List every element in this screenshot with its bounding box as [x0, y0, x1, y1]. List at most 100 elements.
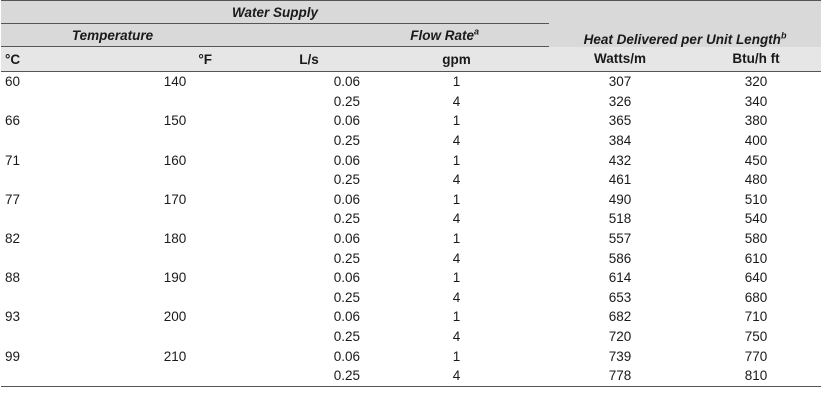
celsius-cell — [1, 365, 96, 387]
unit-btu-per-hour-foot: Btu/h ft — [691, 46, 822, 72]
temperature-header: Temperature — [1, 23, 224, 47]
fahrenheit-cell — [96, 92, 224, 112]
fahrenheit-cell: 170 — [163, 191, 187, 207]
watts-per-meter-cell: 461 — [608, 172, 632, 188]
celsius-cell — [1, 327, 96, 347]
unit-watts-per-meter: Watts/m — [549, 46, 692, 72]
btu-per-hour-foot-cell: 640 — [744, 270, 768, 286]
flow-gpm-cell: 4 — [452, 329, 461, 345]
flow-ls-cell: 0.06 — [333, 348, 360, 364]
table-row: 0.25 4 778 810 — [1, 365, 822, 387]
table-row: 0.25 4 586 610 — [1, 248, 821, 268]
fahrenheit-cell: 210 — [163, 348, 187, 364]
fahrenheit-cell: 200 — [163, 309, 187, 325]
header-row-sub: Temperature Flow Ratea — [1, 23, 821, 47]
table-row: 0.25 4 518 540 — [1, 209, 821, 229]
watts-per-meter-cell: 490 — [608, 191, 632, 207]
celsius-cell: 60 — [5, 74, 21, 90]
flow-gpm-cell: 1 — [452, 152, 461, 168]
btu-per-hour-foot-cell: 320 — [744, 74, 768, 90]
fahrenheit-cell: 180 — [163, 231, 187, 247]
celsius-cell — [1, 92, 96, 112]
watts-per-meter-cell: 432 — [608, 152, 632, 168]
unit-liters-per-second: L/s — [224, 46, 364, 72]
fahrenheit-cell — [96, 170, 224, 190]
table-row: 60 140 0.06 1 307 320 — [1, 72, 821, 92]
celsius-cell — [1, 131, 96, 151]
flow-ls-cell: 0.06 — [333, 231, 360, 247]
header-row-top: Water Supply Heat Delivered per Unit Len… — [1, 0, 822, 47]
flow-ls-cell: 0.06 — [333, 152, 360, 168]
fahrenheit-cell: 190 — [163, 270, 187, 286]
flow-gpm-cell: 4 — [452, 289, 461, 305]
unit-fahrenheit: °F — [96, 46, 224, 72]
btu-per-hour-foot-cell: 540 — [744, 211, 768, 227]
watts-per-meter-cell: 614 — [608, 270, 632, 286]
flow-gpm-cell: 1 — [452, 309, 461, 325]
table-row: 0.25 4 326 340 — [1, 92, 821, 112]
watts-per-meter-cell: 653 — [608, 289, 632, 305]
table-row: 88 190 0.06 1 614 640 — [1, 268, 821, 288]
flow-ls-cell: 0.25 — [333, 133, 360, 149]
btu-per-hour-foot-cell: 480 — [744, 172, 768, 188]
watts-per-meter-cell: 739 — [608, 348, 632, 364]
heat-output-table: Water Supply Heat Delivered per Unit Len… — [1, 0, 822, 387]
fahrenheit-cell — [96, 365, 224, 387]
watts-per-meter-cell: 326 — [608, 93, 632, 109]
watts-per-meter-cell: 720 — [608, 329, 632, 345]
heat-delivered-label: Heat Delivered per Unit Length — [583, 31, 781, 47]
btu-per-hour-foot-cell: 580 — [744, 231, 768, 247]
table-row: 66 150 0.06 1 365 380 — [1, 111, 821, 131]
unit-celsius: °C — [1, 46, 96, 72]
fahrenheit-cell — [96, 209, 224, 229]
table-row: 0.25 4 653 680 — [1, 288, 821, 308]
table-row: 77 170 0.06 1 490 510 — [1, 190, 821, 210]
celsius-cell — [1, 288, 96, 308]
flow-gpm-cell: 1 — [452, 348, 461, 364]
watts-per-meter-cell: 307 — [608, 74, 632, 90]
heat-delivered-header: Heat Delivered per Unit Lengthb — [549, 0, 822, 47]
celsius-cell: 71 — [5, 152, 21, 168]
celsius-cell: 99 — [5, 348, 21, 364]
fahrenheit-cell: 160 — [163, 152, 187, 168]
fahrenheit-cell — [96, 131, 224, 151]
flow-gpm-cell: 4 — [452, 93, 461, 109]
celsius-cell: 66 — [5, 113, 21, 129]
flow-ls-cell: 0.06 — [333, 270, 360, 286]
table-row: 0.25 4 461 480 — [1, 170, 821, 190]
table-row: 93 200 0.06 1 682 710 — [1, 307, 821, 327]
btu-per-hour-foot-cell: 340 — [744, 93, 768, 109]
flow-gpm-cell: 1 — [452, 113, 461, 129]
flow-ls-cell: 0.25 — [224, 365, 364, 387]
flow-gpm-cell: 1 — [452, 231, 461, 247]
table-row: 82 180 0.06 1 557 580 — [1, 229, 821, 249]
flow-ls-cell: 0.25 — [333, 211, 360, 227]
flow-gpm-cell: 1 — [452, 74, 461, 90]
table-row: 99 210 0.06 1 739 770 — [1, 346, 821, 366]
flow-gpm-cell: 1 — [452, 191, 461, 207]
watts-per-meter-cell: 586 — [608, 250, 632, 266]
flow-gpm-cell: 4 — [452, 172, 461, 188]
fahrenheit-cell — [96, 288, 224, 308]
flow-gpm-cell: 4 — [452, 250, 461, 266]
celsius-cell: 82 — [5, 231, 21, 247]
flow-gpm-cell: 1 — [452, 270, 461, 286]
fahrenheit-cell: 150 — [163, 113, 187, 129]
units-row: °C °F L/s gpm Watts/m Btu/h ft — [1, 46, 822, 72]
heat-delivered-footnote-mark: b — [780, 30, 787, 40]
flow-ls-cell: 0.06 — [333, 74, 360, 90]
celsius-cell — [1, 170, 96, 190]
watts-per-meter-cell: 557 — [608, 231, 632, 247]
watts-per-meter-cell: 384 — [608, 133, 632, 149]
flow-gpm-cell: 4 — [452, 133, 461, 149]
flow-ls-cell: 0.25 — [333, 172, 360, 188]
flow-ls-cell: 0.25 — [333, 93, 360, 109]
flow-gpm-cell: 4 — [364, 365, 550, 387]
flow-ls-cell: 0.06 — [333, 191, 360, 207]
flow-rate-footnote-mark: a — [474, 26, 480, 36]
watts-per-meter-cell: 365 — [608, 113, 632, 129]
btu-per-hour-foot-cell: 810 — [691, 365, 822, 387]
btu-per-hour-foot-cell: 770 — [744, 348, 768, 364]
fahrenheit-cell — [96, 248, 224, 268]
flow-gpm-cell: 4 — [452, 211, 461, 227]
